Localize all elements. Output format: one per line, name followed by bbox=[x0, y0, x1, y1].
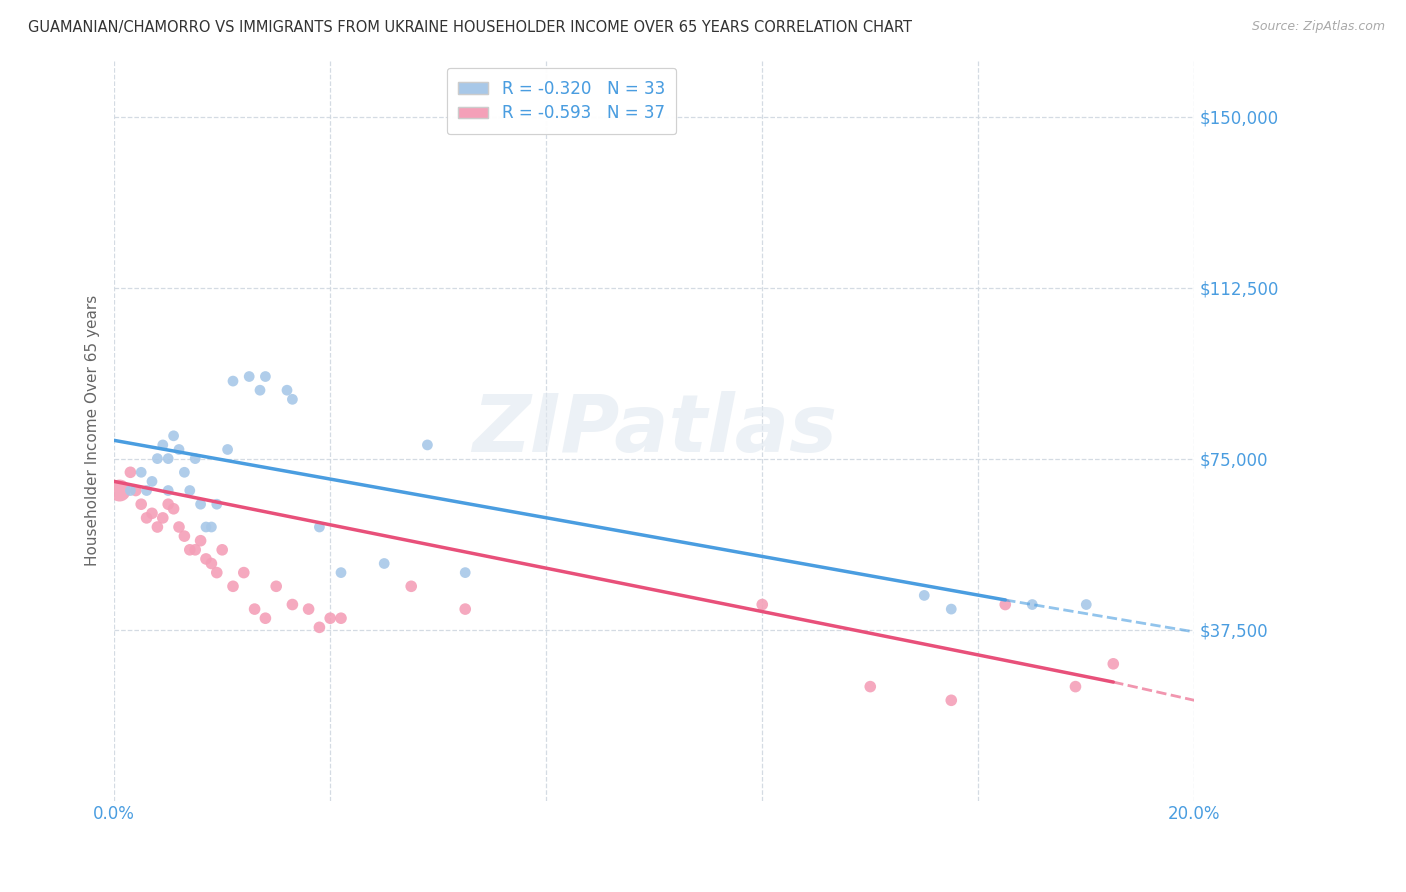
Point bbox=[200, 520, 222, 534]
Point bbox=[254, 611, 277, 625]
Point bbox=[751, 598, 773, 612]
Point bbox=[129, 465, 152, 479]
Point bbox=[205, 566, 228, 580]
Point bbox=[190, 497, 212, 511]
Point bbox=[157, 483, 180, 498]
Point bbox=[912, 589, 935, 603]
Point bbox=[232, 566, 254, 580]
Point bbox=[243, 602, 266, 616]
Point bbox=[141, 475, 163, 489]
Point bbox=[195, 520, 218, 534]
Point bbox=[129, 497, 152, 511]
Point bbox=[120, 483, 142, 498]
Point bbox=[454, 602, 477, 616]
Point bbox=[135, 511, 157, 525]
Point bbox=[941, 602, 963, 616]
Point bbox=[238, 369, 260, 384]
Text: ZIPatlas: ZIPatlas bbox=[472, 391, 837, 469]
Point bbox=[1076, 598, 1098, 612]
Point bbox=[157, 451, 180, 466]
Point bbox=[125, 483, 148, 498]
Point bbox=[179, 542, 201, 557]
Point bbox=[264, 579, 287, 593]
Point bbox=[1102, 657, 1125, 671]
Point bbox=[167, 520, 190, 534]
Point bbox=[249, 383, 271, 397]
Point bbox=[173, 465, 195, 479]
Point bbox=[859, 680, 882, 694]
Point bbox=[281, 392, 304, 407]
Point bbox=[416, 438, 439, 452]
Point bbox=[146, 451, 169, 466]
Point bbox=[190, 533, 212, 548]
Point bbox=[254, 369, 277, 384]
Point bbox=[373, 557, 395, 571]
Point bbox=[1064, 680, 1087, 694]
Point bbox=[399, 579, 422, 593]
Point bbox=[308, 520, 330, 534]
Point bbox=[162, 501, 184, 516]
Point bbox=[146, 520, 169, 534]
Point bbox=[162, 429, 184, 443]
Point bbox=[941, 693, 963, 707]
Y-axis label: Householder Income Over 65 years: Householder Income Over 65 years bbox=[86, 294, 100, 566]
Legend: R = -0.320   N = 33, R = -0.593   N = 37: R = -0.320 N = 33, R = -0.593 N = 37 bbox=[447, 68, 676, 134]
Point bbox=[200, 557, 222, 571]
Point bbox=[173, 529, 195, 543]
Point bbox=[222, 579, 245, 593]
Point bbox=[195, 552, 218, 566]
Point bbox=[184, 542, 207, 557]
Point bbox=[319, 611, 342, 625]
Point bbox=[205, 497, 228, 511]
Point bbox=[179, 483, 201, 498]
Point bbox=[308, 620, 330, 634]
Point bbox=[222, 374, 245, 388]
Text: Source: ZipAtlas.com: Source: ZipAtlas.com bbox=[1251, 20, 1385, 33]
Point bbox=[120, 465, 142, 479]
Point bbox=[141, 506, 163, 520]
Point bbox=[297, 602, 319, 616]
Point bbox=[157, 497, 180, 511]
Point bbox=[211, 542, 233, 557]
Point bbox=[1021, 598, 1043, 612]
Point bbox=[167, 442, 190, 457]
Point bbox=[152, 511, 174, 525]
Point bbox=[330, 611, 353, 625]
Point bbox=[152, 438, 174, 452]
Point bbox=[135, 483, 157, 498]
Point bbox=[217, 442, 239, 457]
Point bbox=[330, 566, 353, 580]
Point bbox=[454, 566, 477, 580]
Point bbox=[276, 383, 298, 397]
Point bbox=[108, 483, 131, 498]
Point bbox=[281, 598, 304, 612]
Text: GUAMANIAN/CHAMORRO VS IMMIGRANTS FROM UKRAINE HOUSEHOLDER INCOME OVER 65 YEARS C: GUAMANIAN/CHAMORRO VS IMMIGRANTS FROM UK… bbox=[28, 20, 912, 35]
Point bbox=[994, 598, 1017, 612]
Point bbox=[184, 451, 207, 466]
